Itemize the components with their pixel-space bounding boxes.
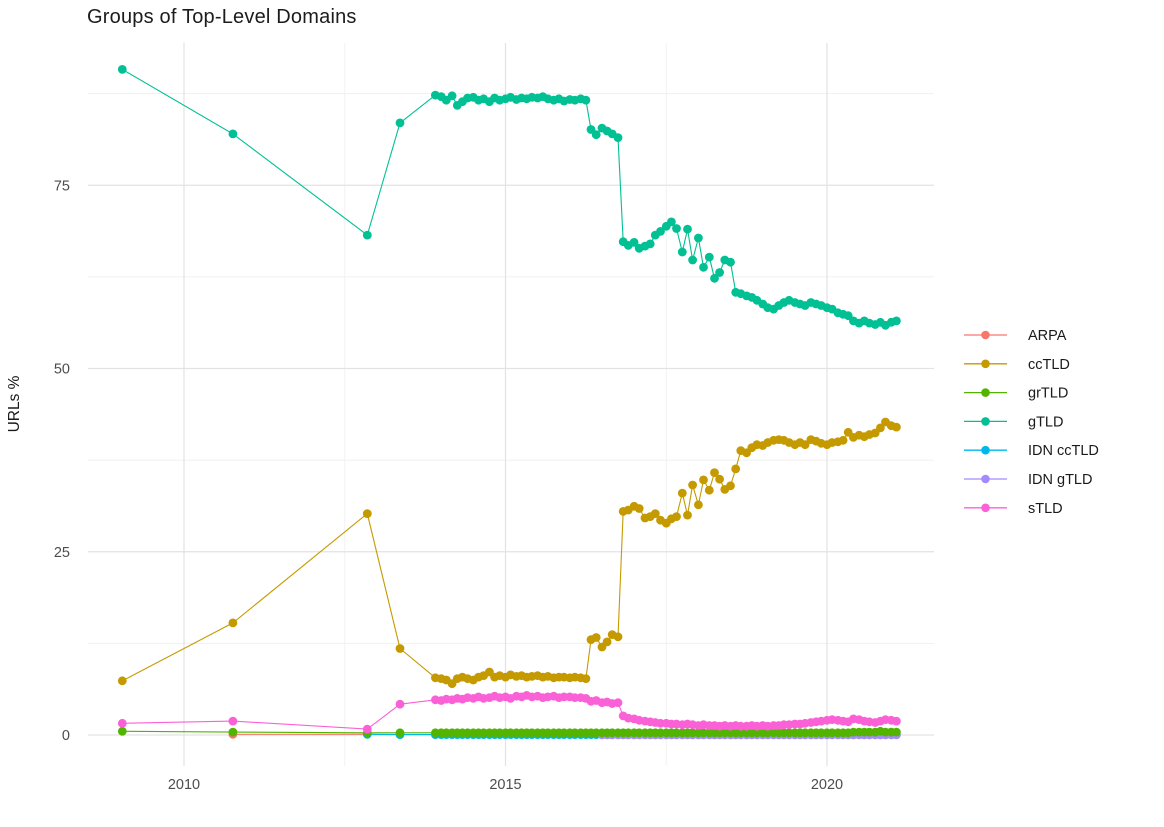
series-point-ccTLD: [688, 480, 697, 490]
series-point-ccTLD: [699, 475, 708, 485]
x-tick-label: 2010: [168, 777, 200, 793]
series-point-ccTLD: [683, 510, 692, 520]
legend-key-dot: [981, 445, 990, 455]
series-point-gTLD: [710, 273, 719, 283]
y-tick-label: 75: [54, 178, 70, 194]
series-point-gTLD: [362, 230, 372, 240]
legend-key-dot: [981, 359, 990, 369]
series-point-ccTLD: [634, 504, 644, 513]
series-point-gTLD: [726, 257, 735, 267]
chart-title: Groups of Top-Level Domains: [87, 6, 357, 28]
legend-key-dot: [981, 503, 990, 513]
legend-key-dot: [981, 417, 990, 426]
series-point-ccTLD: [710, 468, 719, 477]
series-point-sTLD: [117, 718, 127, 728]
series-point-gTLD: [447, 91, 457, 101]
series-point-gTLD: [892, 316, 901, 326]
series-point-sTLD: [228, 716, 238, 726]
y-tick-label: 0: [62, 728, 70, 744]
series-point-gTLD: [677, 247, 687, 257]
series-point-ccTLD: [228, 618, 238, 628]
series-point-ccTLD: [613, 632, 623, 642]
series-line-ccTLD: [122, 421, 897, 685]
series-point-ccTLD: [704, 485, 714, 495]
series-point-gTLD: [694, 233, 703, 243]
series-point-grTLD: [117, 726, 127, 736]
y-tick-label: 25: [54, 545, 70, 561]
series-point-ccTLD: [731, 464, 741, 474]
legend-label: IDN gTLD: [1028, 472, 1092, 488]
series-point-gTLD: [704, 252, 714, 262]
legend-label: gTLD: [1028, 414, 1063, 430]
series-point-ccTLD: [591, 633, 601, 642]
series-point-ccTLD: [602, 637, 612, 647]
series-point-gTLD: [395, 118, 405, 128]
series-point-ccTLD: [581, 674, 591, 683]
series-point-ccTLD: [800, 440, 810, 450]
series-point-sTLD: [613, 698, 623, 708]
series-point-gTLD: [117, 65, 127, 74]
series-point-gTLD: [656, 227, 665, 236]
series-point-ccTLD: [117, 676, 127, 686]
series-point-gTLD: [672, 224, 681, 233]
series-point-gTLD: [645, 239, 655, 249]
series-point-ccTLD: [672, 512, 681, 521]
series-point-ccTLD: [362, 509, 372, 518]
series-point-ccTLD: [876, 423, 885, 433]
series-point-ccTLD: [395, 644, 405, 653]
series-point-gTLD: [715, 268, 724, 277]
series-point-ccTLD: [838, 435, 848, 445]
legend-key-dot: [981, 388, 990, 397]
series-point-gTLD: [581, 95, 591, 105]
legend-label: IDN ccTLD: [1028, 443, 1099, 459]
series-line-gTLD: [122, 68, 897, 326]
legend-label: sTLD: [1028, 501, 1063, 517]
series-point-gTLD: [699, 262, 708, 272]
x-tick-label: 2015: [489, 777, 521, 793]
series-point-ccTLD: [726, 481, 735, 491]
legend-key-dot: [981, 330, 990, 340]
series-point-ccTLD: [715, 474, 724, 484]
series-point-gTLD: [688, 255, 697, 265]
legend-label: ccTLD: [1028, 357, 1070, 373]
series-point-gTLD: [683, 224, 692, 234]
y-tick-label: 50: [54, 362, 70, 378]
series-point-grTLD: [892, 727, 901, 737]
series-point-gTLD: [591, 130, 601, 140]
series-point-gTLD: [667, 217, 676, 227]
series-point-gTLD: [613, 133, 623, 143]
series-point-sTLD: [362, 724, 372, 734]
series-point-grTLD: [228, 727, 238, 737]
series-point-gTLD: [629, 238, 639, 247]
series-point-sTLD: [892, 716, 901, 726]
series-point-ccTLD: [694, 500, 703, 510]
series-point-sTLD: [395, 699, 405, 709]
series-point-grTLD: [395, 728, 405, 738]
y-axis-title: URLs %: [6, 375, 23, 432]
series-point-ccTLD: [892, 422, 901, 432]
legend-label: ARPA: [1028, 328, 1067, 344]
legend-label: grTLD: [1028, 386, 1068, 402]
series-point-ccTLD: [677, 488, 687, 498]
series-point-gTLD: [228, 129, 238, 139]
legend-key-dot: [981, 474, 990, 484]
series-point-ccTLD: [650, 509, 660, 518]
x-tick-label: 2020: [811, 777, 843, 793]
